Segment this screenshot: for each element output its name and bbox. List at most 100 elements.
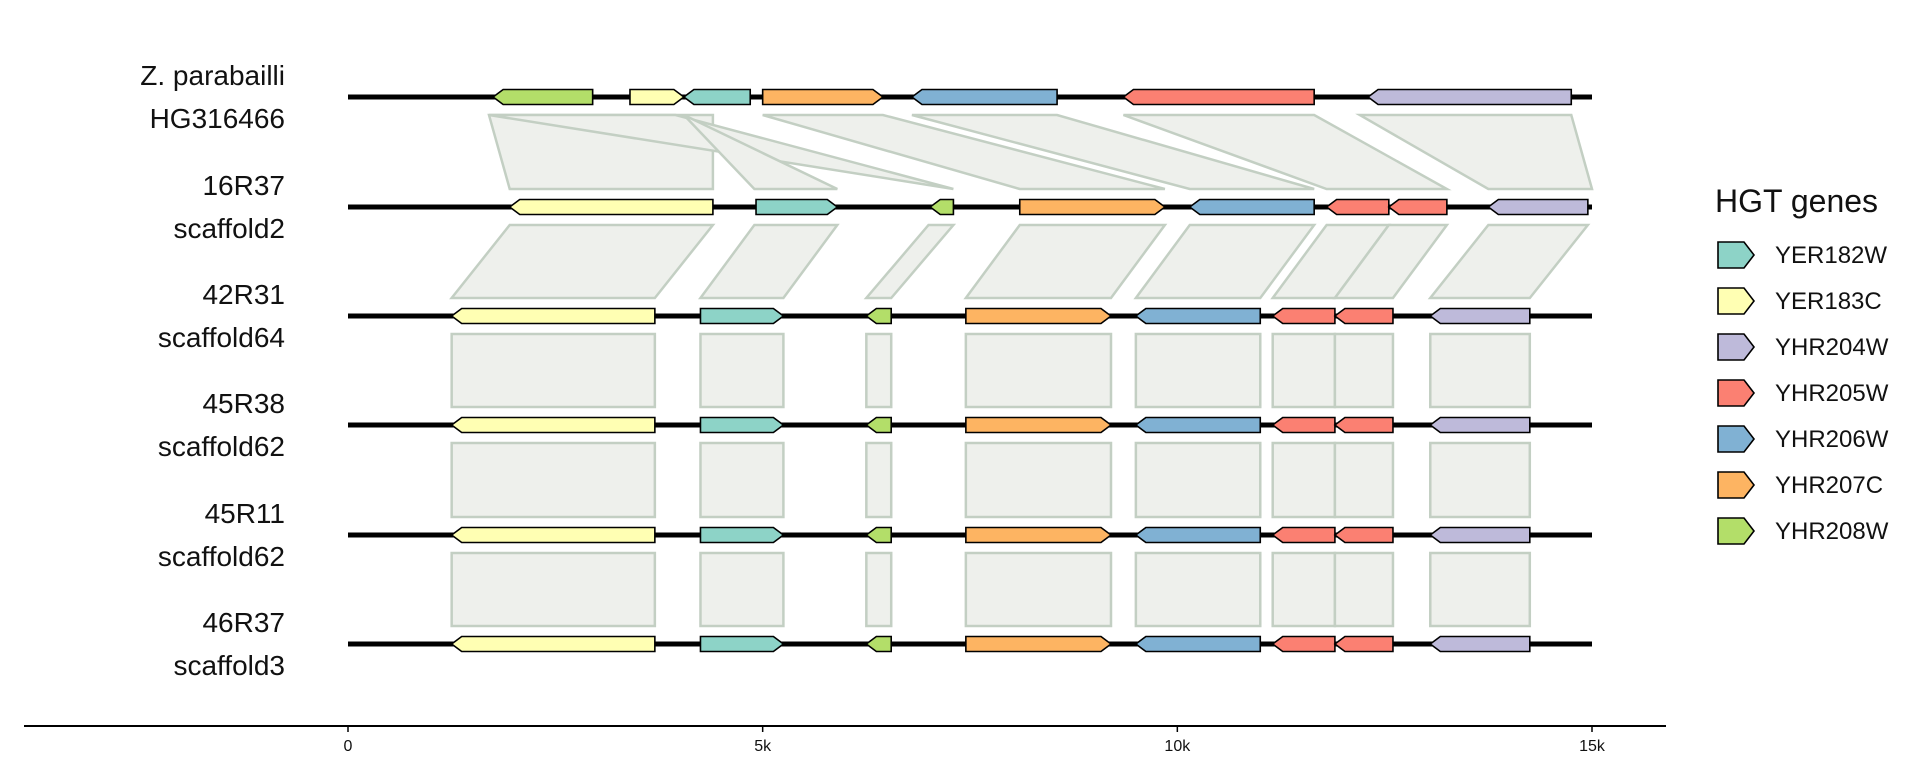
legend: HGT genes YER182W YER183C YHR204W YHR205W YH… [1715, 183, 1889, 545]
gene-arrow-yhr205w [1271, 526, 1336, 544]
gene-arrow-yer182w [755, 198, 839, 216]
gene-arrow-yhr204w [1428, 416, 1531, 434]
gene-arrow-yhr208w [864, 416, 893, 434]
synteny-link [1134, 551, 1262, 628]
gene-arrow-yhr208w [864, 635, 893, 653]
track-label-scaffold: scaffold2 [173, 213, 285, 244]
gene-arrow-yhr206w [910, 88, 1058, 106]
track-label-name: 16R37 [202, 170, 285, 201]
genome-track [348, 526, 1592, 544]
synteny-link [1429, 551, 1532, 628]
gene-arrow-yhr205w [1271, 416, 1336, 434]
gene-arrow-yer183c [450, 635, 656, 653]
legend-label: YHR206W [1775, 426, 1889, 453]
synteny-link [964, 332, 1113, 409]
gene-arrow-yhr205w [1271, 635, 1336, 653]
synteny-link [1429, 441, 1532, 519]
gene-arrow-yhr207c [965, 307, 1113, 325]
x-axis-tick-label: 0 [344, 738, 353, 755]
legend-swatch-yer182w [1717, 241, 1756, 269]
track-label-scaffold: scaffold62 [158, 541, 285, 572]
legend-label: YHR207C [1775, 472, 1883, 499]
legend-swatch-yhr208w [1717, 517, 1756, 545]
gene-arrow-yhr204w [1428, 526, 1531, 544]
legend-label: YHR204W [1775, 334, 1889, 361]
gene-arrow-yer183c [450, 526, 656, 544]
genome-track [348, 307, 1592, 325]
gene-arrow-yhr206w [1134, 416, 1262, 434]
gene-arrow-yhr205w [1333, 416, 1394, 434]
synteny-link [699, 551, 785, 628]
track-label-name: Z. parabailli [140, 60, 285, 91]
gene-arrow-yhr207c [965, 635, 1113, 653]
track-label-name: 45R11 [205, 498, 285, 529]
synteny-link [1429, 332, 1532, 409]
gene-arrow-yer183c [450, 307, 656, 325]
legend-label: YHR208W [1775, 518, 1889, 545]
gene-arrow-yer182w [699, 307, 785, 325]
gene-arrow-yhr205w [1333, 307, 1394, 325]
gene-arrow-yhr205w [1387, 198, 1448, 216]
synteny-link [964, 441, 1113, 519]
synteny-link [762, 113, 1166, 191]
gene-arrow-yhr205w [1325, 198, 1390, 216]
synteny-link [1355, 113, 1594, 191]
genome-track [348, 88, 1592, 106]
gene-arrow-yhr208w [928, 198, 955, 216]
synteny-link [865, 441, 893, 519]
synteny-link [450, 551, 657, 628]
x-axis: 0 5k 10k 15k [24, 725, 1666, 755]
gene-arrow-yhr206w [1134, 526, 1262, 544]
synteny-link [449, 223, 716, 300]
gene-arrow-yer182w [699, 526, 785, 544]
synteny-link [1271, 441, 1337, 519]
synteny-link [865, 332, 893, 409]
gene-arrow-yer182w [699, 416, 785, 434]
gene-arrow-yhr204w [1487, 198, 1589, 216]
legend-label: YER182W [1775, 242, 1887, 269]
legend-swatch-yer183c [1717, 287, 1756, 315]
legend-swatch-yhr204w [1717, 333, 1756, 361]
legend-title: HGT genes [1715, 183, 1878, 219]
synteny-link [699, 441, 785, 519]
gene-arrow-yhr205w [1333, 526, 1394, 544]
synteny-link [1427, 223, 1591, 300]
gene-arrow-yhr207c [1018, 198, 1167, 216]
track-label-name: 46R37 [202, 607, 285, 638]
gene-arrow-yhr205w [1271, 307, 1336, 325]
gene-arrow-yer183c [508, 198, 714, 216]
synteny-link [1271, 551, 1337, 628]
genome-track [348, 198, 1592, 216]
synteny-link [1134, 332, 1262, 409]
synteny-link [1271, 332, 1337, 409]
synteny-link [1333, 441, 1395, 519]
track-label-scaffold: scaffold62 [158, 431, 285, 462]
legend-label: YHR205W [1775, 380, 1889, 407]
synteny-link [1122, 113, 1452, 191]
synteny-link [1333, 332, 1395, 409]
gene-arrow-yhr206w [1134, 307, 1262, 325]
gene-arrow-yer183c [629, 88, 686, 106]
synteny-link [1133, 223, 1317, 300]
synteny-link [863, 223, 957, 300]
track-label-scaffold: scaffold64 [158, 322, 285, 353]
synteny-link [911, 113, 1315, 191]
gene-arrow-yhr206w [1134, 635, 1262, 653]
synteny-link [1134, 441, 1262, 519]
gene-arrow-yhr207c [965, 416, 1113, 434]
synteny-link [865, 551, 893, 628]
legend-swatch-yhr205w [1717, 379, 1756, 407]
synteny-link [1333, 551, 1395, 628]
gene-arrow-yhr208w [864, 526, 893, 544]
gene-arrow-yhr204w [1428, 635, 1531, 653]
gene-arrow-yhr207c [761, 88, 885, 106]
gene-arrow-yer182w [682, 88, 752, 106]
gene-arrow-yer183c [450, 416, 656, 434]
synteny-link [964, 551, 1113, 628]
track-label-scaffold: scaffold3 [173, 650, 285, 681]
track-label-name: 45R38 [202, 388, 285, 419]
track-label-name: 42R31 [202, 279, 285, 310]
synteny-link [697, 223, 840, 300]
gene-arrow-yhr204w [1366, 88, 1573, 106]
